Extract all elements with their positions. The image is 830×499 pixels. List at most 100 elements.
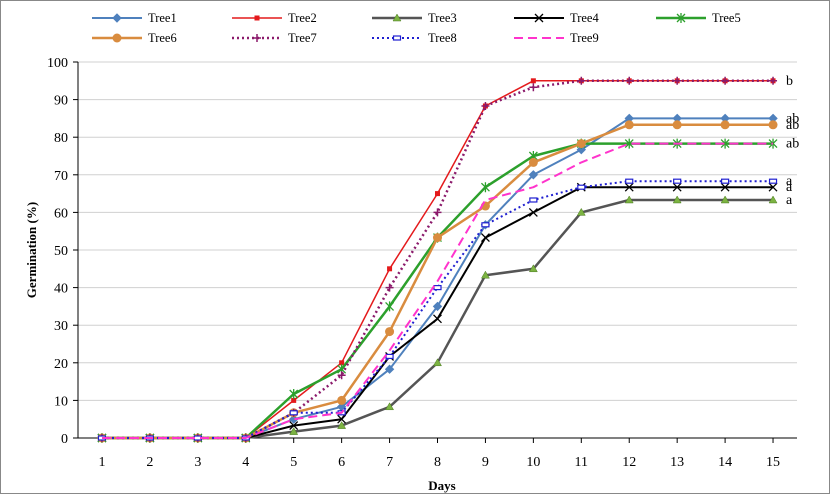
y-tick-label: 40 <box>54 282 68 297</box>
legend-marker-tree2 <box>254 15 260 21</box>
data-point-tree3 <box>672 195 682 204</box>
data-point-tree4 <box>480 233 490 243</box>
data-point-tree7 <box>385 283 394 292</box>
data-point-tree8 <box>385 353 394 360</box>
data-point-tree2 <box>291 397 297 403</box>
data-point-tree7 <box>721 76 730 85</box>
data-point-tree6 <box>576 139 586 149</box>
legend-label-tree3: Tree3 <box>428 11 457 25</box>
data-point-tree1 <box>384 364 395 374</box>
data-point-tree6 <box>624 120 634 130</box>
data-point-tree8 <box>720 178 730 184</box>
legend-item-tree6: Tree6 <box>92 31 177 45</box>
data-point-tree2 <box>530 78 536 84</box>
legend-label-tree6: Tree6 <box>148 31 177 45</box>
x-tick-label: 5 <box>290 455 297 470</box>
data-point-tree4 <box>433 314 442 324</box>
y-tick-label: 70 <box>54 169 68 184</box>
significance-letter: a <box>786 193 793 208</box>
significance-letter: a <box>786 180 793 195</box>
data-point-tree7 <box>673 76 682 85</box>
y-tick-label: 80 <box>54 131 68 146</box>
data-point-tree3 <box>624 195 634 204</box>
series-tree9 <box>102 142 773 439</box>
legend-marker-tree6 <box>112 33 122 43</box>
legend-item-tree5: Tree5 <box>656 11 741 25</box>
data-point-tree3 <box>433 358 442 367</box>
series-line-tree9 <box>102 142 773 439</box>
data-point-tree7 <box>481 101 490 110</box>
data-point-tree8 <box>673 178 682 184</box>
x-axis-label: Days <box>428 478 455 493</box>
data-point-tree4 <box>528 207 538 217</box>
data-point-tree3 <box>768 195 778 204</box>
significance-letter: ab <box>786 111 799 126</box>
data-point-tree4 <box>289 421 299 431</box>
data-point-tree2 <box>435 191 440 197</box>
x-tick-label: 12 <box>622 455 636 470</box>
x-tick-label: 4 <box>242 455 249 470</box>
y-tick-label: 0 <box>61 432 68 447</box>
y-tick-label: 20 <box>54 357 68 372</box>
data-point-tree6 <box>528 157 538 167</box>
x-tick-label: 2 <box>146 455 153 470</box>
data-point-tree6 <box>720 120 730 130</box>
series-tree8 <box>97 178 778 441</box>
gridlines <box>78 61 797 401</box>
data-point-tree5 <box>768 138 778 149</box>
data-point-tree3 <box>481 270 490 279</box>
data-point-tree7 <box>337 371 346 380</box>
significance-letter: b <box>786 74 793 89</box>
x-tick-label: 7 <box>386 455 393 470</box>
legend-label-tree2: Tree2 <box>288 11 317 25</box>
data-point-tree6 <box>672 120 682 130</box>
data-point-tree8 <box>768 178 778 184</box>
data-point-tree2 <box>339 360 345 366</box>
data-point-tree8 <box>481 222 490 228</box>
data-point-tree1 <box>528 170 539 180</box>
legend-marker-tree5 <box>676 13 686 23</box>
legend-label-tree4: Tree4 <box>570 11 599 25</box>
data-point-tree8 <box>625 178 634 184</box>
x-tick-label: 9 <box>482 455 489 470</box>
data-point-tree5 <box>480 182 490 193</box>
legend: Tree1 Tree2 Tree3 Tree4 Tree5 Tree6 Tree7 Tree8… <box>92 11 741 45</box>
y-tick-label: 30 <box>54 319 68 334</box>
data-point-tree7 <box>529 83 538 92</box>
x-tick-label: 6 <box>338 455 345 470</box>
data-point-tree6 <box>433 233 442 243</box>
legend-marker-tree3 <box>392 13 402 22</box>
data-point-tree3 <box>528 264 538 273</box>
legend-label-tree1: Tree1 <box>148 11 177 25</box>
series-line-tree8 <box>102 180 773 439</box>
data-point-tree4 <box>720 182 730 192</box>
legend-marker-tree7 <box>253 34 261 42</box>
legend-label-tree8: Tree8 <box>428 31 457 45</box>
significance-letter: ab <box>786 137 799 152</box>
x-tick-label: 14 <box>718 455 732 470</box>
y-tick-label: 50 <box>54 244 68 259</box>
data-point-tree6 <box>385 327 395 337</box>
data-point-tree6 <box>768 120 778 130</box>
legend-item-tree9: Tree9 <box>514 31 599 45</box>
data-point-tree5 <box>289 389 299 400</box>
data-point-tree1 <box>432 301 443 312</box>
x-tick-label: 10 <box>526 455 540 470</box>
data-point-tree5 <box>624 138 634 149</box>
y-tick-label: 90 <box>54 94 68 109</box>
legend-marker-tree8 <box>392 35 402 41</box>
y-tick-label: 100 <box>47 56 68 71</box>
data-point-tree7 <box>577 76 586 85</box>
data-point-tree2 <box>387 266 393 272</box>
x-tick-label: 13 <box>670 455 684 470</box>
data-point-tree8 <box>529 197 538 203</box>
legend-item-tree3: Tree3 <box>372 11 457 25</box>
data-point-tree7 <box>769 76 778 85</box>
data-point-tree7 <box>625 76 634 85</box>
data-point-tree6 <box>337 395 347 405</box>
data-point-tree8 <box>577 184 586 190</box>
data-point-tree4 <box>672 182 682 192</box>
